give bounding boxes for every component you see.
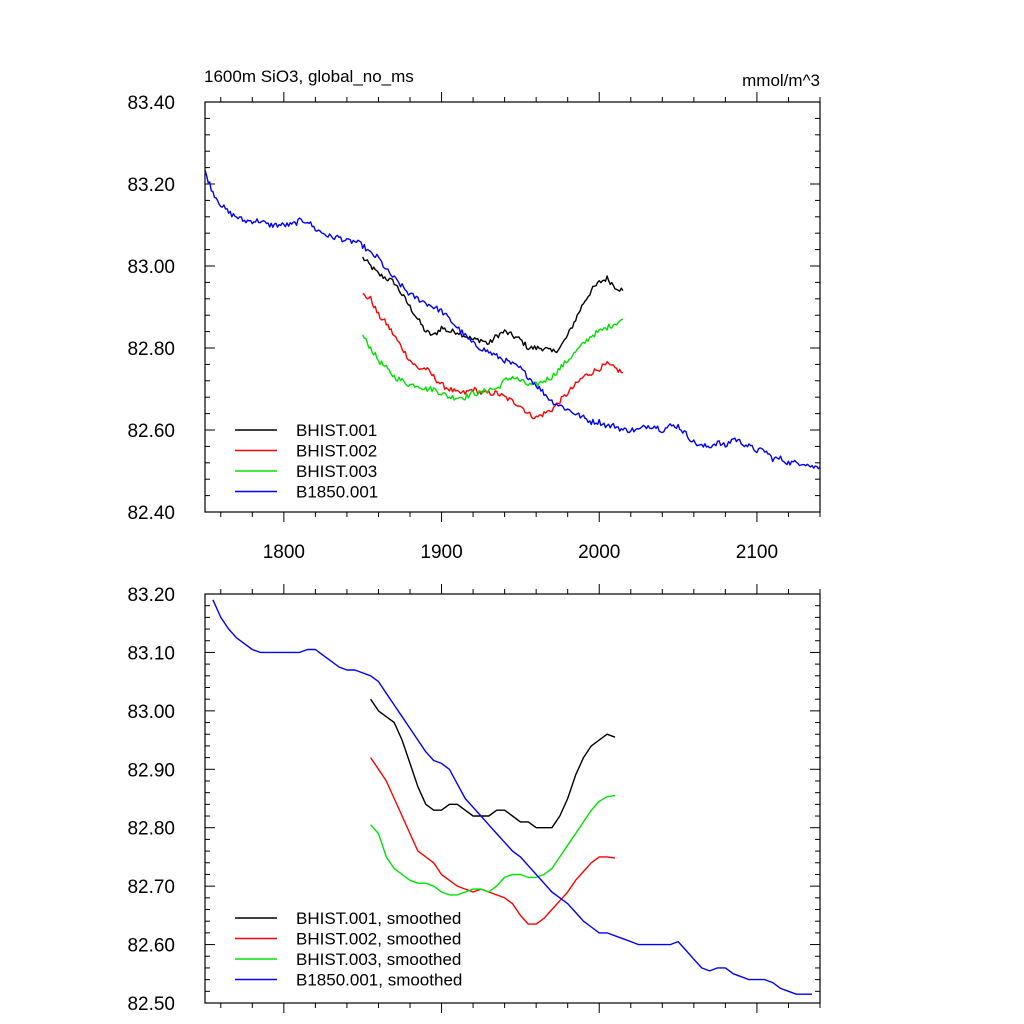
top-panel: 82.40 82.60 82.80 83.00 83.20 83.40 1800 1900 20… bbox=[127, 92, 821, 563]
y-tick-label: 83.00 bbox=[127, 702, 175, 723]
x-tick-label: 2000 bbox=[578, 542, 620, 563]
legend-label: BHIST.001 bbox=[296, 421, 377, 440]
units-label: mmol/m^3 bbox=[742, 71, 820, 90]
series-line bbox=[205, 169, 820, 470]
series-line bbox=[370, 698, 616, 829]
y-tick-label: 83.20 bbox=[127, 585, 175, 606]
series-line bbox=[370, 757, 616, 925]
series-line bbox=[362, 256, 624, 354]
y-tick-label: 83.20 bbox=[127, 175, 175, 196]
y-tick-label: 82.90 bbox=[127, 760, 175, 781]
legend-label: B1850.001 bbox=[296, 483, 378, 502]
y-tick-label: 83.40 bbox=[127, 93, 175, 114]
plot-frame bbox=[204, 101, 821, 513]
legend-label: BHIST.001, smoothed bbox=[296, 909, 461, 928]
legend-label: B1850.001, smoothed bbox=[296, 971, 462, 990]
bottom-panel: 82.50 82.60 82.70 82.80 82.90 83.00 83.10 83.20… bbox=[127, 584, 821, 1015]
series-line bbox=[362, 318, 624, 401]
y-tick-label: 82.80 bbox=[127, 339, 175, 360]
series-line bbox=[212, 599, 813, 995]
y-tick-label: 82.60 bbox=[127, 421, 175, 442]
series-line bbox=[370, 794, 616, 896]
series-line bbox=[362, 292, 623, 420]
legend-label: BHIST.002 bbox=[296, 442, 377, 461]
y-tick-label: 83.10 bbox=[127, 643, 175, 664]
series-group bbox=[212, 599, 813, 995]
legend-label: BHIST.003 bbox=[296, 462, 377, 481]
x-tick-label: 1800 bbox=[263, 542, 305, 563]
y-tick-label: 82.60 bbox=[127, 936, 175, 957]
y-tick-label: 82.40 bbox=[127, 503, 175, 524]
plot-frame bbox=[204, 593, 821, 1004]
y-tick-label: 82.80 bbox=[127, 819, 175, 840]
plot-title: 1600m SiO3, global_no_ms bbox=[204, 67, 414, 86]
legend-label: BHIST.002, smoothed bbox=[296, 930, 461, 949]
legend-label: BHIST.003, smoothed bbox=[296, 950, 461, 969]
y-tick-label: 83.00 bbox=[127, 257, 175, 278]
x-tick-label: 1900 bbox=[420, 542, 462, 563]
y-tick-label: 82.70 bbox=[127, 877, 175, 898]
series-group bbox=[205, 169, 820, 470]
x-tick-label: 2100 bbox=[736, 542, 778, 563]
y-tick-label: 82.50 bbox=[127, 994, 175, 1015]
